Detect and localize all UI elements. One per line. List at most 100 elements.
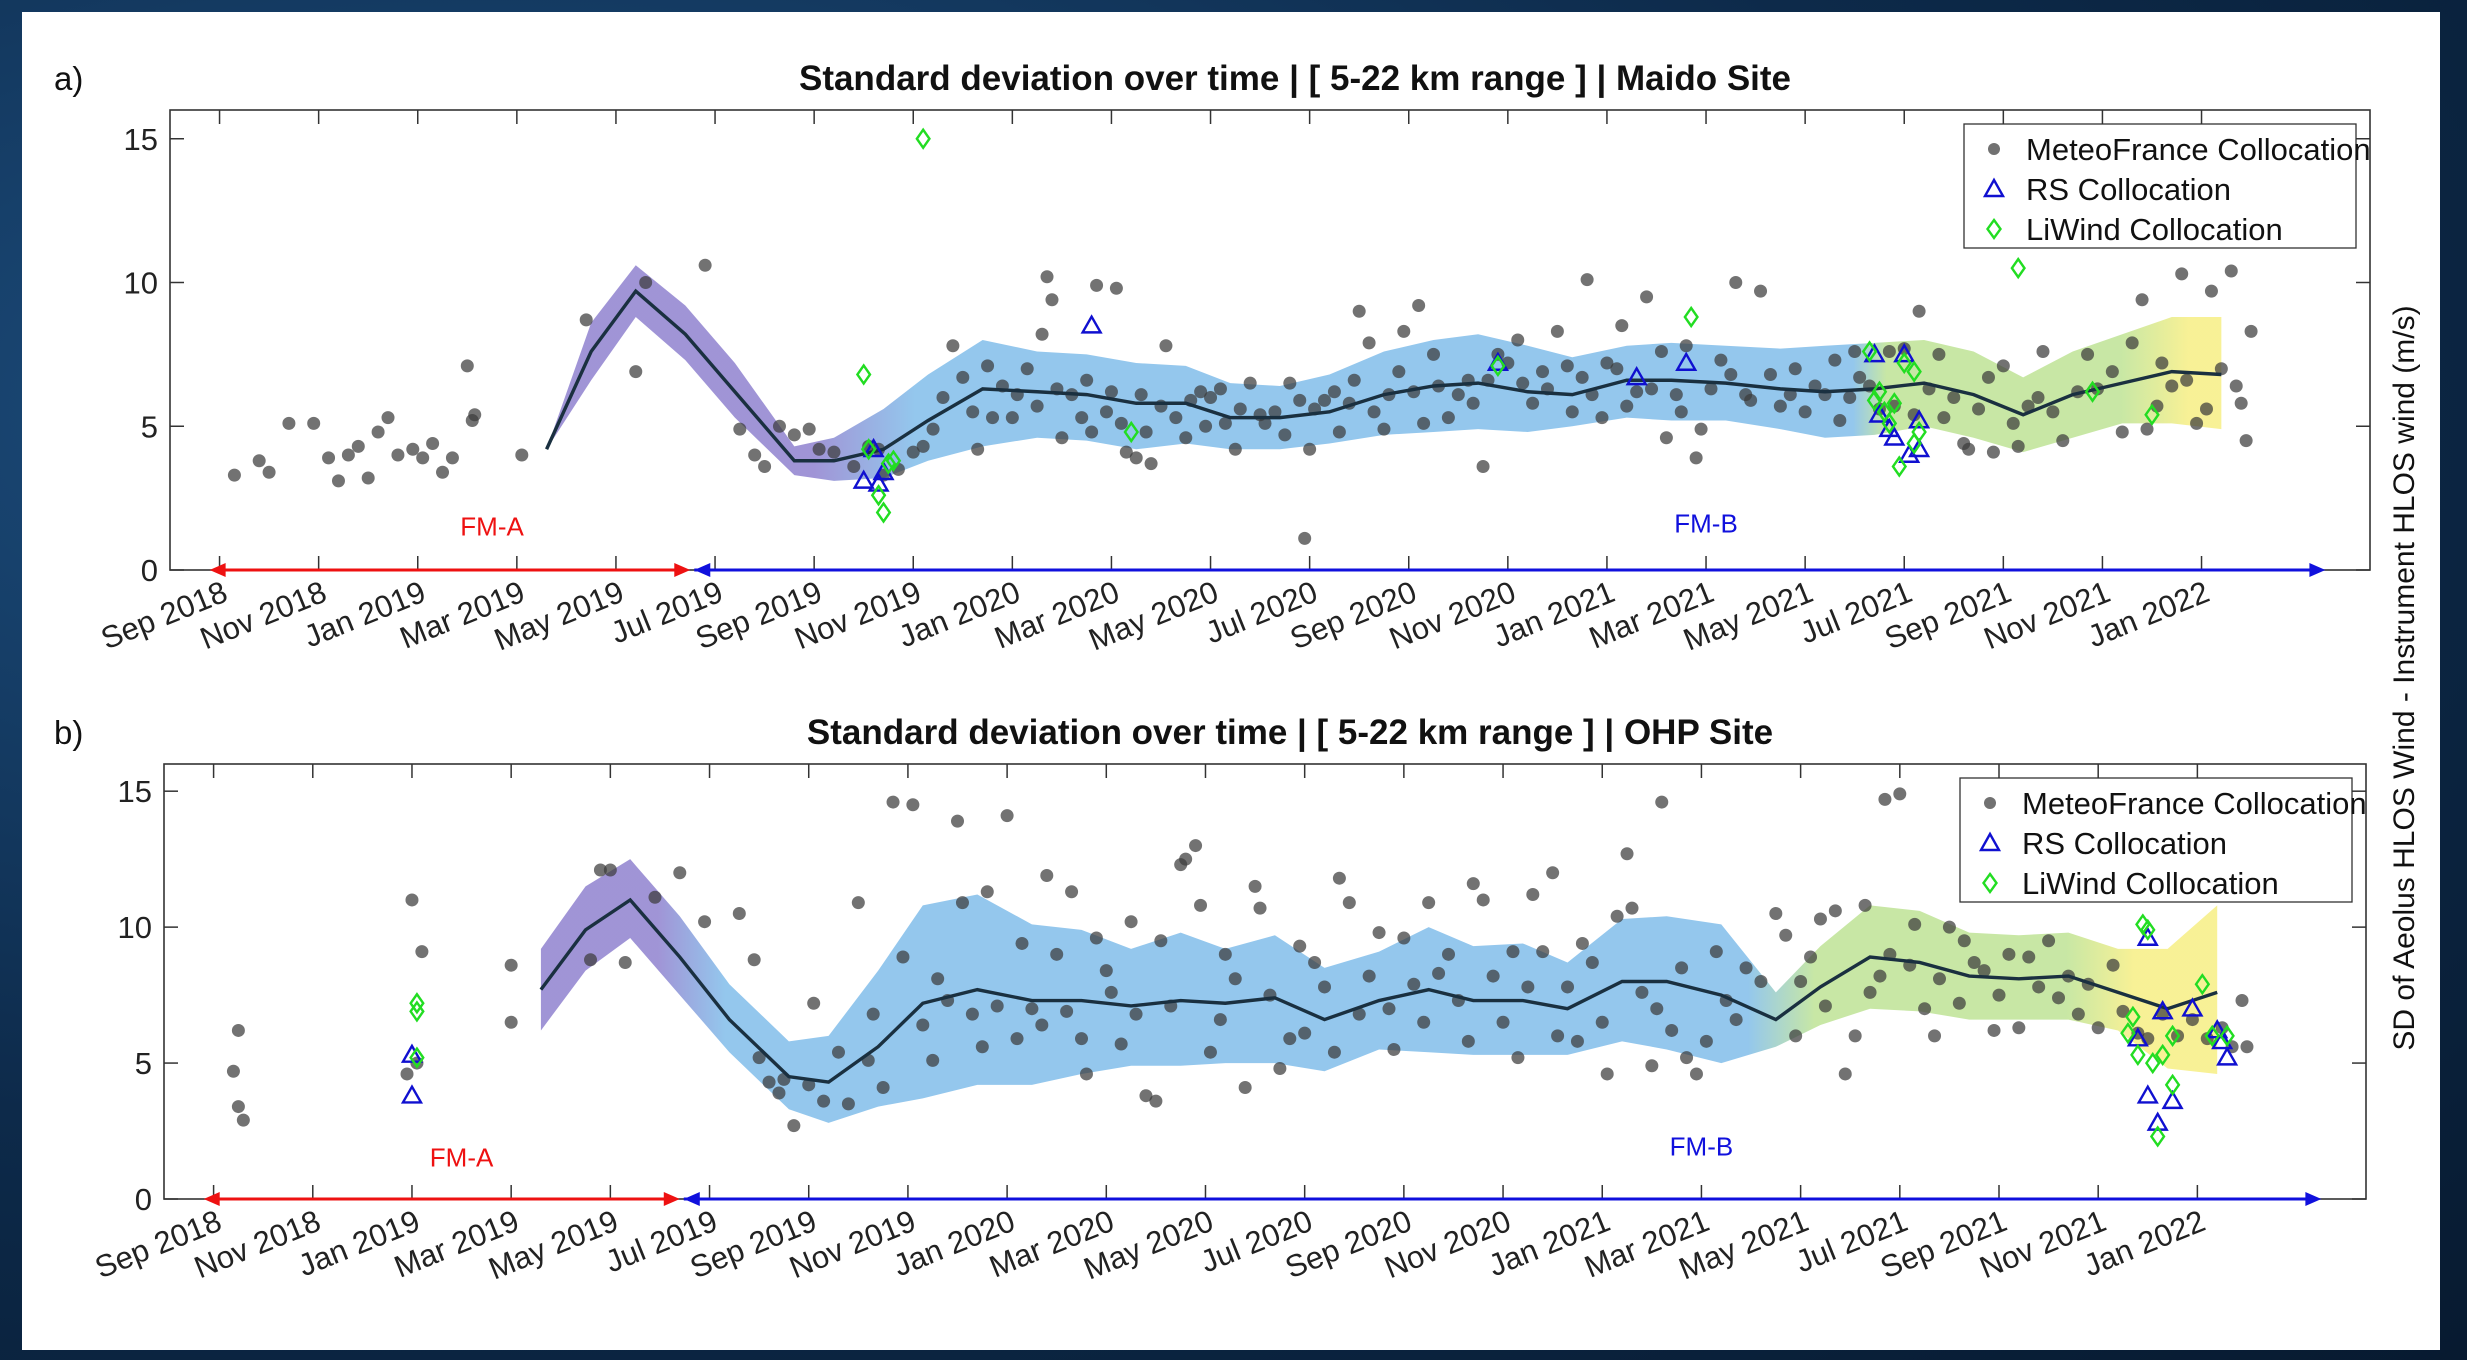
- meteofrance-point-a-109: [1417, 416, 1431, 430]
- chart-ohp: Standard deviation over time | [ 5-22 km…: [54, 713, 2367, 1286]
- figure-svg: Standard deviation over time | [ 5-22 km…: [54, 59, 2421, 1286]
- meteofrance-point-b-115: [1585, 955, 1599, 969]
- meteofrance-point-a-70: [1134, 388, 1148, 402]
- meteofrance-point-a-31: [802, 422, 816, 436]
- legend-label-1-a: RS Collocation: [2026, 172, 2231, 207]
- meteofrance-point-a-21: [515, 448, 529, 462]
- meteofrance-point-a-93: [1303, 442, 1317, 456]
- meteofrance-point-a-46: [971, 442, 985, 456]
- meteofrance-point-b-76: [1248, 879, 1262, 893]
- meteofrance-point-b-47: [1010, 1032, 1024, 1046]
- liwind-point-a-23: [2144, 403, 2160, 426]
- meteofrance-point-b-48: [1015, 936, 1029, 950]
- fm-a-arrow-head-right-a: [674, 563, 691, 577]
- meteofrance-point-b-116: [1595, 1015, 1609, 1029]
- meteofrance-point-a-149: [1729, 276, 1743, 289]
- meteofrance-point-b-125: [1665, 1023, 1679, 1037]
- meteofrance-point-a-58: [1055, 431, 1069, 445]
- meteofrance-point-b-85: [1327, 1045, 1341, 1059]
- meteofrance-point-b-14: [648, 890, 662, 904]
- meteofrance-point-b-82: [1298, 1026, 1312, 1040]
- meteofrance-point-b-63: [1139, 1089, 1153, 1103]
- meteofrance-point-b-142: [1828, 904, 1842, 918]
- legend-box-b: [1959, 777, 2353, 903]
- meteofrance-point-b-88: [1352, 1007, 1366, 1021]
- meteofrance-point-b-168: [2052, 991, 2066, 1005]
- meteofrance-point-a-80: [1204, 391, 1218, 404]
- meteofrance-point-a-143: [1679, 339, 1693, 353]
- meteofrance-point-a-54: [1035, 327, 1049, 341]
- meteofrance-point-b-52: [1050, 947, 1064, 961]
- liwind-point-b-9: [2149, 1125, 2166, 1148]
- meteofrance-point-a-190: [2081, 347, 2095, 361]
- meteofrance-point-a-141: [1669, 388, 1683, 402]
- fm-b-arrow-head-right-b: [2305, 1192, 2322, 1206]
- meteofrance-point-a-0: [227, 468, 241, 482]
- meteofrance-point-b-19: [752, 1051, 766, 1065]
- meteofrance-point-b-127: [1680, 1051, 1694, 1065]
- meteofrance-point-b-57: [1089, 931, 1103, 945]
- liwind-point-b-1: [409, 1000, 425, 1023]
- rs-point-b-1: [400, 1084, 424, 1104]
- y-tick-label-a-1: 5: [141, 409, 158, 444]
- liwind-point-a-5: [885, 449, 902, 472]
- rs-point-b-3: [2136, 926, 2159, 946]
- meteofrance-point-a-28: [758, 460, 772, 473]
- meteofrance-point-b-12: [603, 863, 617, 877]
- meteofrance-point-b-89: [1362, 969, 1376, 983]
- rs-point-a-15: [1908, 409, 1931, 429]
- meteofrance-point-a-27: [748, 448, 762, 462]
- meteofrance-point-b-27: [831, 1045, 845, 1059]
- meteofrance-point-a-92: [1298, 531, 1312, 545]
- meteofrance-point-b-143: [1838, 1067, 1852, 1081]
- meteofrance-point-a-22: [579, 313, 593, 327]
- meteofrance-point-a-138: [1645, 382, 1659, 396]
- meteofrance-point-b-147: [1873, 969, 1887, 983]
- liwind-point-a-11: [1866, 389, 1883, 412]
- meteofrance-point-b-136: [1779, 928, 1793, 942]
- fm-b-arrow-head-left-a: [694, 563, 711, 577]
- meteofrance-point-b-94: [1407, 977, 1421, 991]
- meteofrance-point-b-21: [772, 1086, 786, 1100]
- liwind-point-b-5: [2130, 1043, 2146, 1066]
- meteofrance-point-b-13: [618, 955, 632, 969]
- meteofrance-point-b-112: [1561, 980, 1575, 994]
- meteofrance-point-a-127: [1565, 405, 1579, 419]
- meteofrance-point-a-74: [1159, 339, 1173, 353]
- y-tick-label-b-3: 15: [118, 774, 152, 809]
- meteofrance-point-b-97: [1432, 966, 1446, 980]
- meteofrance-point-b-0: [231, 1023, 245, 1037]
- liwind-point-a-15: [1886, 392, 1903, 415]
- rs-point-a-0: [852, 469, 875, 489]
- meteofrance-point-a-142: [1674, 405, 1688, 419]
- meteofrance-point-b-183: [2235, 994, 2249, 1008]
- annotation-fm-b-a: FM-B: [1674, 509, 1738, 539]
- liwind-point-a-12: [1871, 380, 1888, 403]
- meteofrance-point-a-75: [1169, 411, 1183, 425]
- meteofrance-point-a-136: [1630, 385, 1644, 399]
- meteofrance-point-b-16: [698, 915, 712, 929]
- meteofrance-point-a-84: [1233, 402, 1247, 416]
- meteofrance-point-a-18: [460, 359, 474, 373]
- meteofrance-point-b-160: [1977, 964, 1991, 978]
- meteofrance-point-b-92: [1387, 1042, 1401, 1056]
- meteofrance-point-b-73: [1218, 947, 1232, 961]
- meteofrance-point-b-165: [2022, 950, 2036, 964]
- meteofrance-point-b-35: [906, 798, 920, 812]
- meteofrance-point-a-101: [1362, 336, 1376, 350]
- y-tick-label-a-3: 15: [124, 122, 158, 157]
- meteofrance-point-a-196: [2140, 422, 2154, 436]
- legend-label-0-a: MeteoFrance Collocation: [2026, 132, 2371, 167]
- meteofrance-point-b-56: [1079, 1067, 1093, 1081]
- meteofrance-point-a-179: [1981, 370, 1995, 384]
- meteofrance-point-b-45: [990, 999, 1004, 1013]
- meteofrance-point-a-126: [1560, 359, 1574, 373]
- meteofrance-point-a-182: [2006, 416, 2020, 430]
- meteofrance-point-a-103: [1377, 422, 1391, 436]
- rs-point-a-7: [1675, 351, 1698, 371]
- meteofrance-point-b-23: [787, 1119, 801, 1133]
- meteofrance-point-a-79: [1199, 419, 1213, 433]
- meteofrance-point-a-16: [436, 465, 450, 479]
- meteofrance-point-a-180: [1986, 445, 2000, 459]
